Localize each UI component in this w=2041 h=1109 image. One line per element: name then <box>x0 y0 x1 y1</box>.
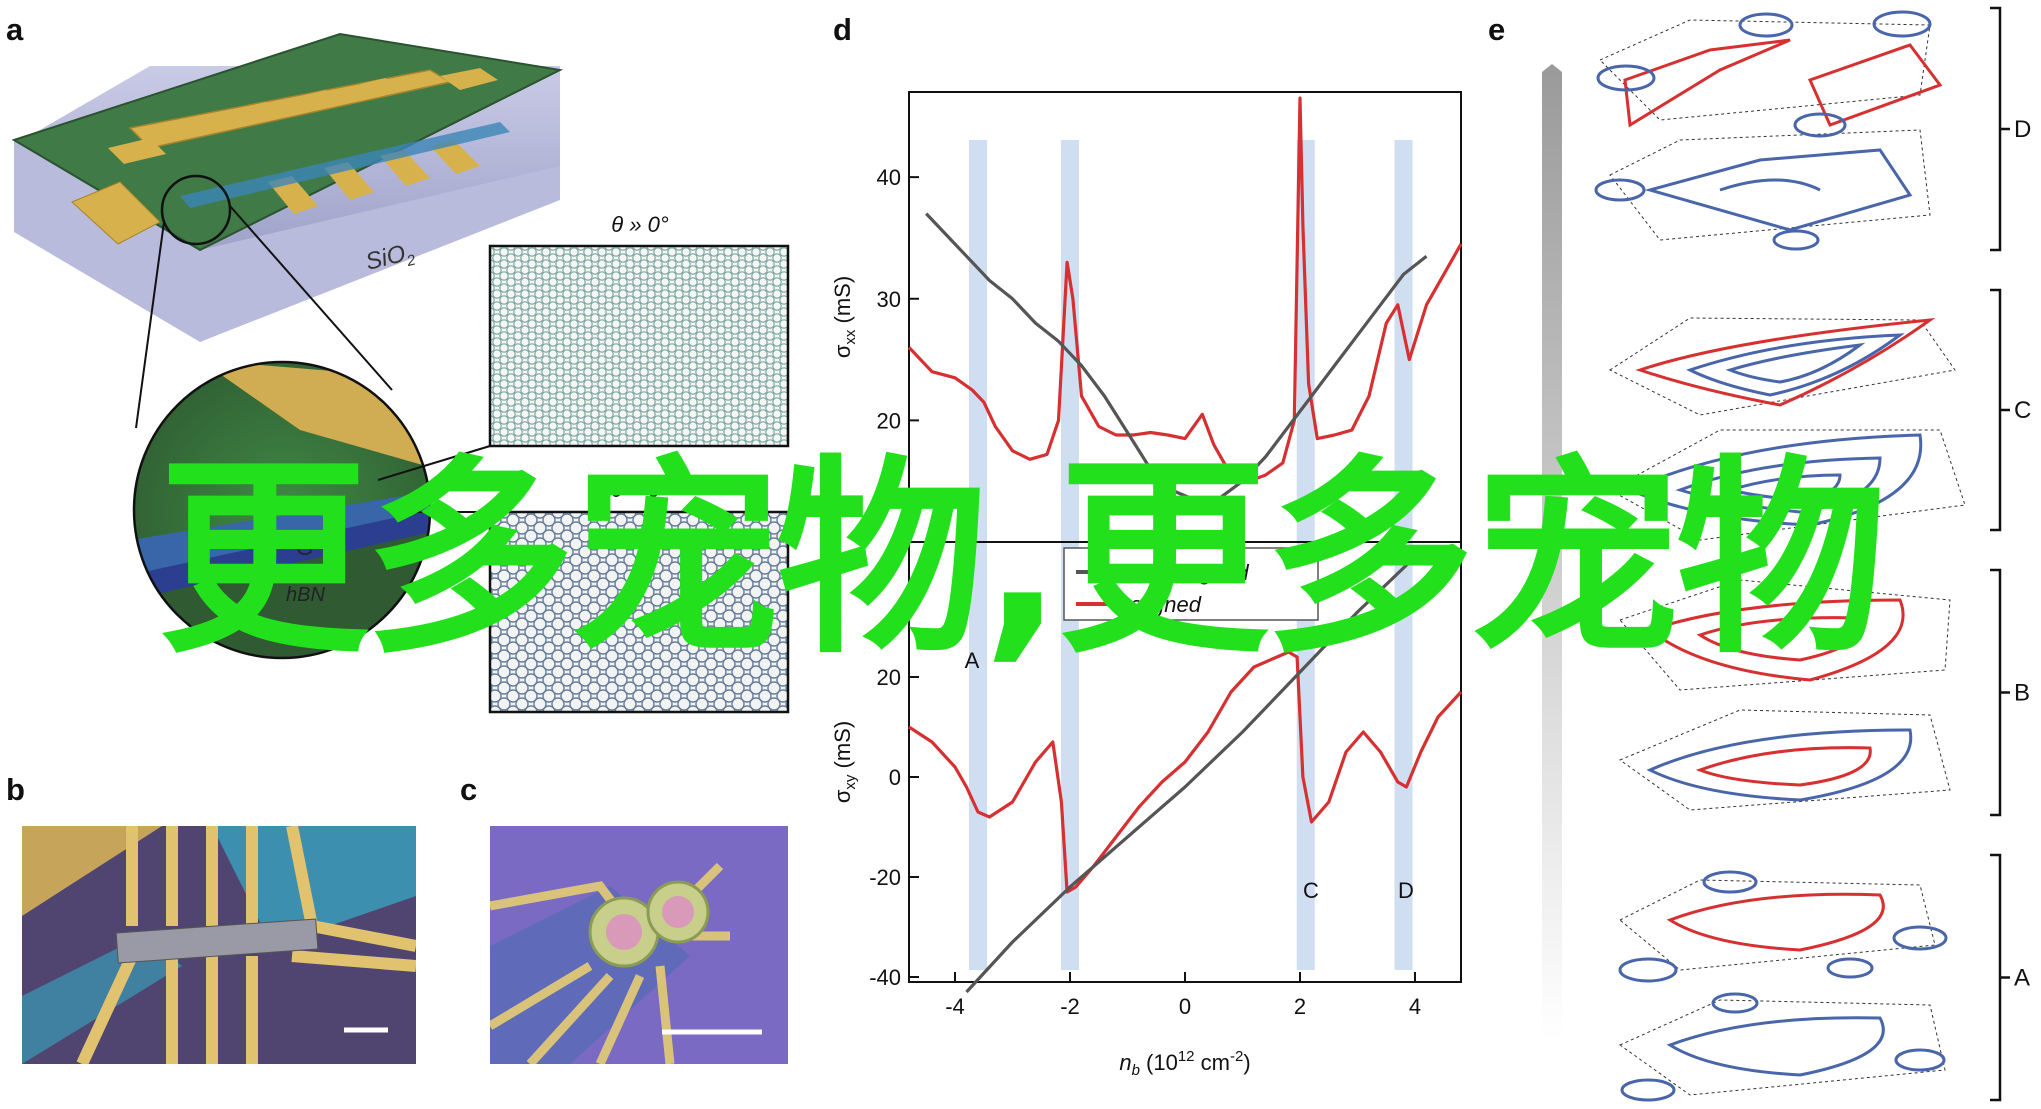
top-series-line-1 <box>925 212 1428 503</box>
panel-letter-a: a <box>6 12 24 47</box>
top-plot-frame <box>908 91 1462 543</box>
bottom-series-group <box>908 545 1463 994</box>
bottom-ytick-label: 0 <box>889 765 901 790</box>
bracket-label-A: A <box>2014 965 2030 992</box>
bottom-ytick-label: -40 <box>869 965 901 990</box>
bracket-label-B: B <box>2014 680 2030 707</box>
bottom-series-line-0 <box>908 650 1463 894</box>
panel-letter-e: e <box>1488 12 1506 47</box>
bracket-A <box>1990 853 2010 1102</box>
bottom-ylabel: σxy (mS) <box>830 721 859 803</box>
xtick-label: -2 <box>1060 994 1080 1019</box>
top-ylabel: σxx (mS) <box>830 276 859 358</box>
bracket-B <box>1990 568 2010 817</box>
panel-letter-b: b <box>6 772 25 807</box>
x-axis-ticks: -4 -2 0 2 4 <box>945 972 1421 1019</box>
panel-a-device-schematic: SiO2 G hBN θ » 0° θ ~ 0° <box>11 32 790 714</box>
bottom-series-line-1 <box>965 545 1428 994</box>
bottom-ytick-label: 20 <box>877 665 901 690</box>
panel-letter-d: d <box>833 12 852 47</box>
x-axis-label: nb (1012 cm-2) <box>1119 1048 1250 1079</box>
callout-label-hbn: hBN <box>286 584 325 606</box>
xtick-label: 4 <box>1409 994 1421 1019</box>
top-ytick-label: 20 <box>877 408 901 433</box>
bracket-C <box>1990 288 2010 532</box>
contour-group-A <box>1618 870 1948 1102</box>
moire-inset-aligned <box>488 510 790 714</box>
marker-label-A: A <box>965 648 980 673</box>
inset-top-title: θ » 0° <box>611 212 669 237</box>
marker-label-C: C <box>1303 878 1319 903</box>
contour-group-C <box>1608 317 1966 541</box>
callout-label-graphene: G <box>296 535 313 560</box>
top-series-line-0 <box>907 96 1463 483</box>
xtick-label: -4 <box>945 994 965 1019</box>
moire-inset-large-angle <box>488 244 790 448</box>
bottom-ytick-label: -20 <box>869 865 901 890</box>
energy-arrow <box>1542 64 1562 1040</box>
bracket-label-C: C <box>2014 397 2031 424</box>
marker-label-D: D <box>1398 878 1414 903</box>
bracket-label-D: D <box>2014 116 2031 143</box>
legend-label-aligned: aligned <box>1130 592 1202 617</box>
highlight-band-0 <box>969 140 987 970</box>
bottom-axis-ticks: -40 -20 0 20 <box>869 665 919 990</box>
contour-group-B <box>1618 579 1951 811</box>
inset-bottom-title: θ ~ 0° <box>611 477 669 502</box>
panel-letter-c: c <box>460 772 478 807</box>
legend-box <box>1063 547 1319 621</box>
legend-label-nonaligned: Non-aligned <box>1130 560 1249 585</box>
top-ytick-label: 30 <box>877 287 901 312</box>
xtick-label: 2 <box>1294 994 1306 1019</box>
energy-brackets: D C B A <box>1990 6 2031 1102</box>
panel-c-micrograph <box>490 826 788 1064</box>
highlight-band-3 <box>1394 140 1413 970</box>
top-axis-ticks: 20 30 40 <box>877 165 919 433</box>
top-series-group <box>907 96 1463 503</box>
panel-b-micrograph <box>22 826 416 1064</box>
bracket-D <box>1990 6 2010 252</box>
contour-group-D <box>1594 10 1943 251</box>
top-ytick-label: 40 <box>877 165 901 190</box>
zoom-marker-circle <box>160 174 232 246</box>
panel-e-contours: D C B A <box>1542 6 2031 1102</box>
xtick-label: 0 <box>1179 994 1191 1019</box>
